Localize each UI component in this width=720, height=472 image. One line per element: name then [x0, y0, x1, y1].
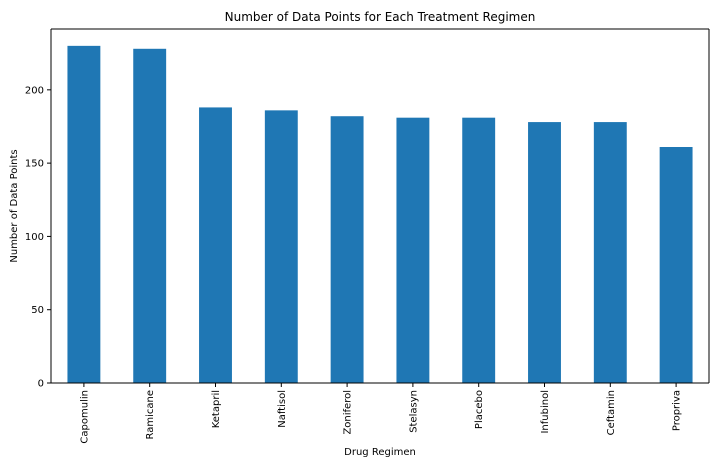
y-tick-label: 0 — [38, 379, 44, 390]
bar-zoniferol — [330, 116, 364, 383]
x-tick-label: Zoniferol — [343, 390, 354, 435]
x-tick-label: Infubinol — [540, 390, 551, 434]
x-tick-label: Stelasyn — [408, 390, 419, 433]
y-tick-label: 150 — [25, 159, 44, 170]
axes-layer — [50, 28, 710, 384]
bar-ramicane — [133, 48, 167, 383]
x-tick-label: Ceftamin — [606, 390, 617, 435]
bar-stelasyn — [396, 117, 430, 383]
bar-ceftamin — [593, 122, 627, 383]
bar-ketapril — [199, 107, 232, 383]
x-tick-label: Placebo — [474, 390, 485, 429]
x-tick-label: Naftisol — [277, 390, 288, 428]
bar-naftisol — [264, 110, 298, 383]
bar-placebo — [462, 117, 496, 383]
y-tick-label: 200 — [25, 85, 44, 96]
x-tick-label: Ramicane — [145, 390, 156, 440]
bar-propriva — [659, 147, 693, 383]
x-tick-label: Propriva — [672, 390, 683, 431]
bars-layer — [67, 45, 693, 383]
y-tick-label: 50 — [31, 305, 44, 316]
x-axis-label: Drug Regimen — [344, 447, 416, 458]
ticks-layer: 0 50 100 150 200 Capomulin Ramicane Ketapril Naf… — [25, 85, 683, 443]
y-axis-label: Number of Data Points — [9, 149, 20, 262]
bar-capomulin — [67, 45, 101, 383]
x-tick-label: Ketapril — [211, 390, 222, 428]
bar-infubinol — [528, 122, 561, 383]
y-tick-label: 100 — [25, 232, 44, 243]
x-tick-label: Capomulin — [79, 390, 90, 444]
chart-title: Number of Data Points for Each Treatment… — [225, 10, 536, 24]
